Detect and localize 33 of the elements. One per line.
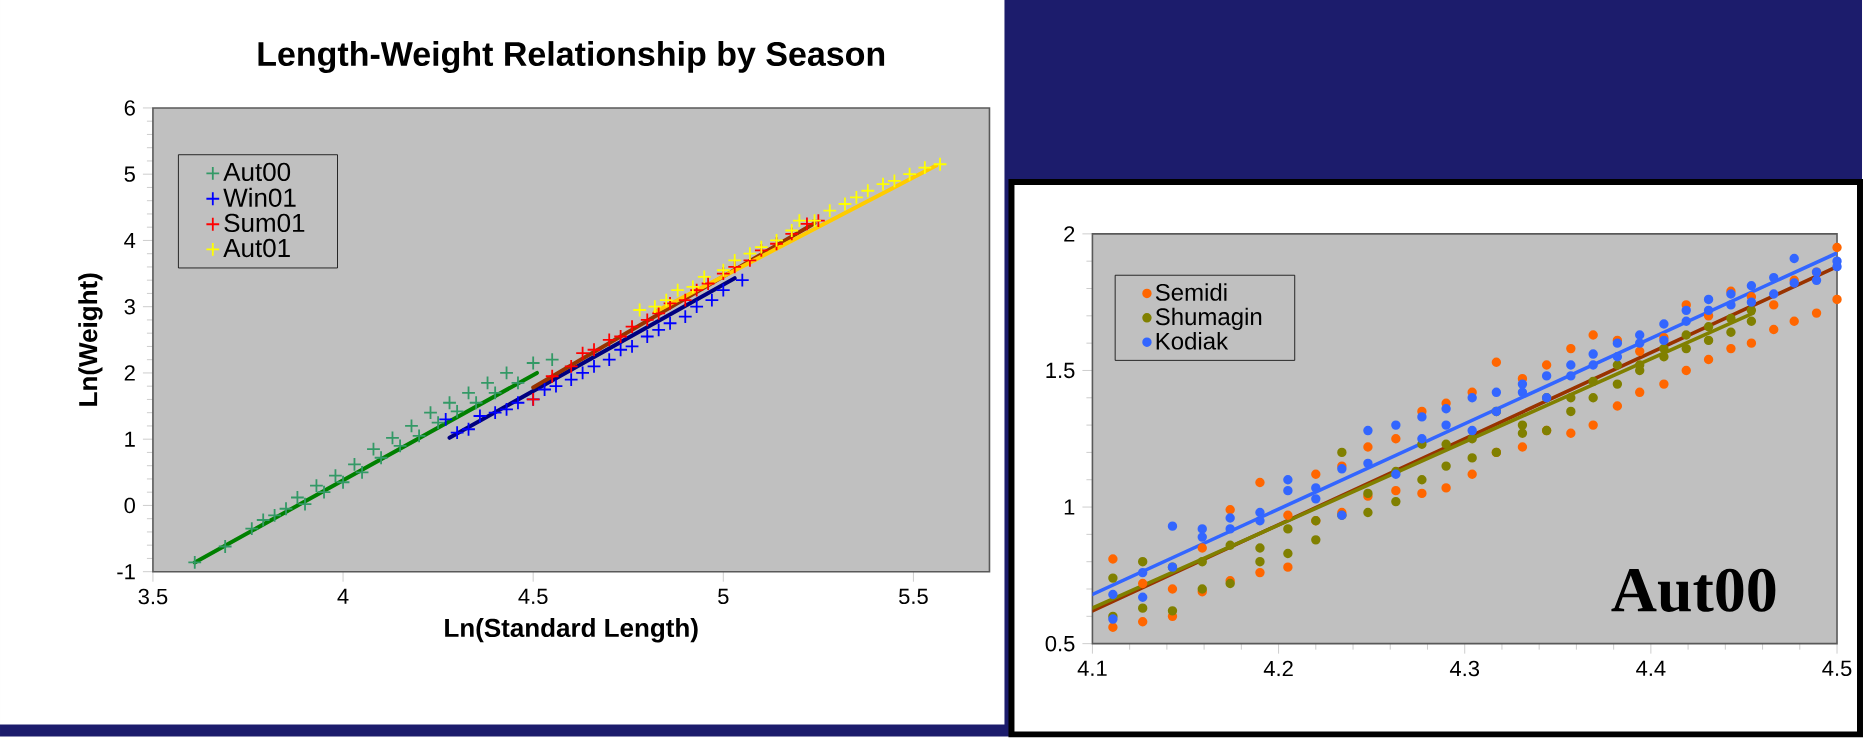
annotation: Aut00 [1611,568,1776,613]
y-tick-label: 6 [124,100,135,116]
y-tick-label: 2 [124,365,135,381]
y-axis-title: Ln(Weight) [78,273,103,406]
y-tick-label: -1 [117,564,135,580]
x-tick-label: 4.5 [1822,660,1852,677]
y-tick-label: 1 [1064,499,1075,515]
x-tick-label: 4.5 [518,588,548,605]
x-tick-label: 5.5 [899,588,928,605]
legend-label: Win01 [223,188,296,208]
chart-title: Length-Weight Relationship by Season [258,41,885,74]
legend-label: Shumagin [1155,307,1262,331]
x-tick-label: 3.5 [138,588,168,605]
legend-label: Aut01 [223,239,290,258]
y-tick-label: 0 [124,497,135,514]
y-tick-label: 1.5 [1046,363,1075,379]
legend-label: Semidi [1155,283,1227,302]
x-tick-label: 4.4 [1636,660,1666,677]
legend-label: Aut00 [223,162,291,182]
y-tick-label: 3 [124,299,135,315]
x-tick-label: 4.1 [1077,660,1107,677]
x-tick-label: 4.3 [1449,660,1480,677]
y-tick-label: 5 [124,166,135,183]
y-tick-label: 2 [1064,226,1075,242]
y-tick-label: 0.5 [1045,636,1075,652]
legend-label: Kodiak [1156,332,1229,350]
x-tick-label: 5 [718,588,729,605]
x-tick-label: 4 [337,588,349,605]
x-axis-title: Ln(Standard Length) [445,618,698,643]
x-tick-label: 4.2 [1263,660,1293,677]
y-tick-label: 4 [124,233,136,249]
y-tick-label: 1 [125,431,135,447]
legend-label: Sum01 [224,213,305,233]
